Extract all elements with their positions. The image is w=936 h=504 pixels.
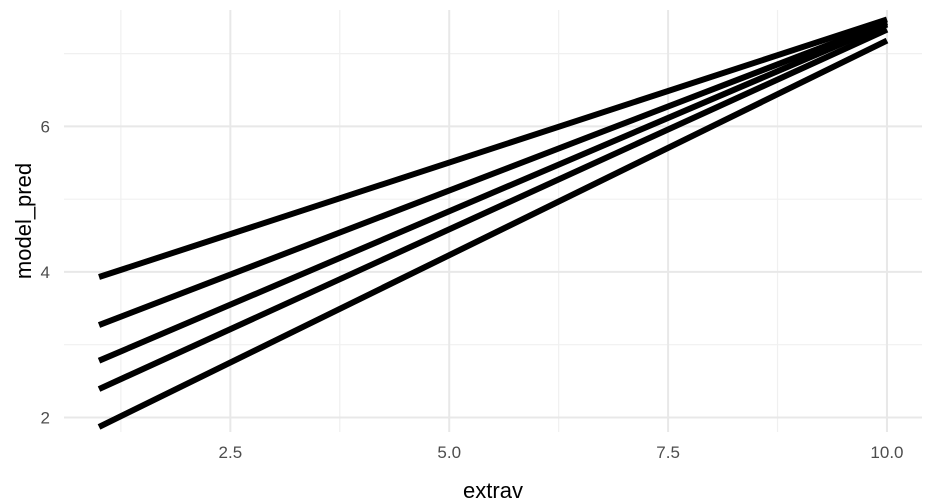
y-tick-label: 4 <box>41 263 50 282</box>
x-tick-labels: 2.5 5.0 7.5 10.0 <box>219 443 904 462</box>
x-tick-label: 5.0 <box>437 443 461 462</box>
x-axis-title: extrav <box>463 478 523 503</box>
y-tick-labels: 2 4 6 <box>41 117 50 427</box>
y-axis-title: model_pred <box>11 163 36 279</box>
series-line-5 <box>97 37 889 430</box>
series-line-2 <box>97 19 889 328</box>
series-line-3 <box>97 21 889 364</box>
series-line-4 <box>97 26 889 392</box>
y-tick-label: 2 <box>41 408 50 427</box>
major-grid <box>64 10 922 432</box>
series-line-1 <box>98 16 888 280</box>
x-tick-label: 7.5 <box>656 443 680 462</box>
y-tick-label: 6 <box>41 117 50 136</box>
x-tick-label: 2.5 <box>219 443 243 462</box>
x-tick-label: 10.0 <box>870 443 903 462</box>
series-layer <box>97 16 889 430</box>
